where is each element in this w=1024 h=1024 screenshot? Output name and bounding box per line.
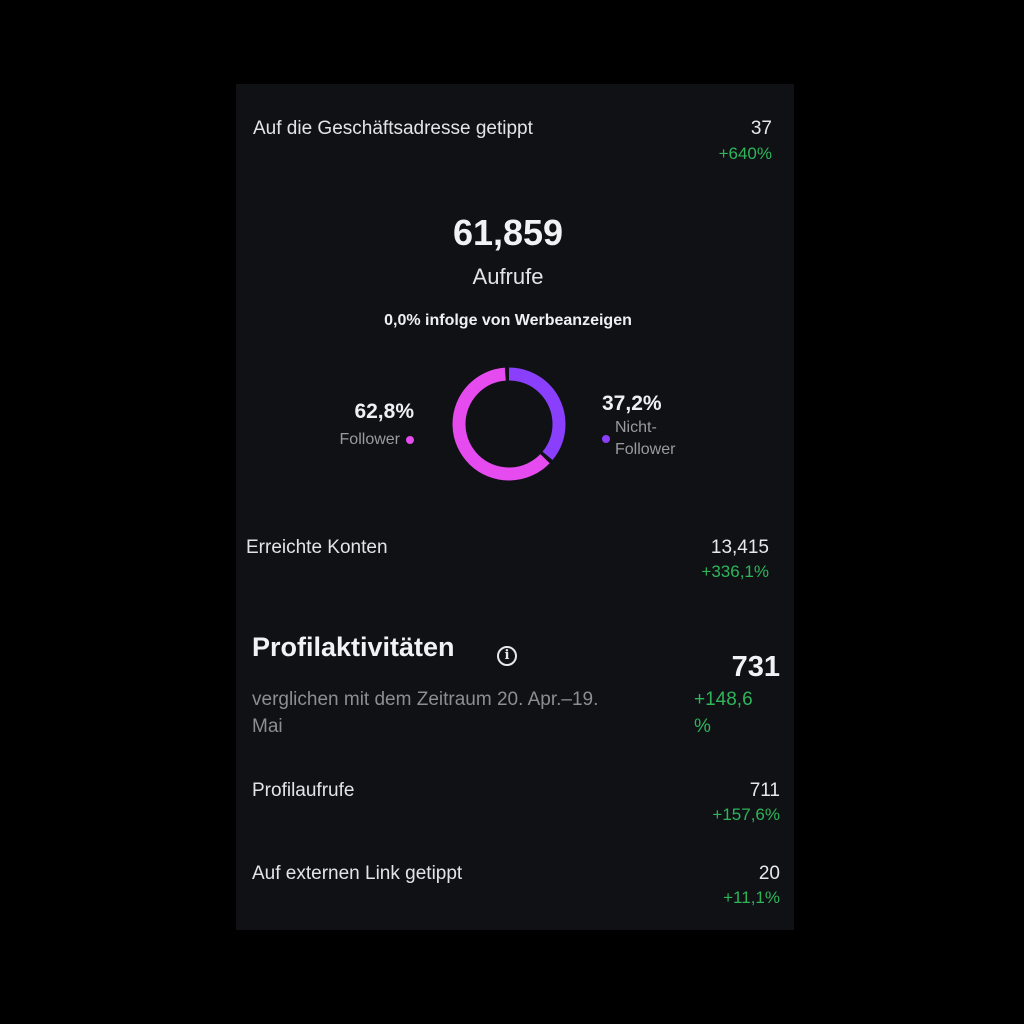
external-link-delta: +11,1% — [723, 888, 780, 907]
profile-activity-subtitle: verglichen mit dem Zeitraum 20. Apr.–19.… — [252, 686, 672, 740]
non-followers-label-line2: Follower — [615, 441, 676, 458]
views-total: 61,859 — [452, 212, 564, 253]
external-link-value: 20 — [758, 863, 780, 884]
profile-activity-title: Profilaktivitäten — [252, 632, 455, 662]
profile-activity-total: 731 — [731, 651, 780, 683]
external-link-label: Auf externen Link getippt — [252, 863, 463, 884]
accounts-reached-label: Erreichte Konten — [246, 537, 388, 558]
followers-segment — [452, 367, 566, 481]
followers-legend-dot — [406, 436, 414, 444]
profile-views-label: Profilaufrufe — [252, 780, 355, 801]
views-caption: Aufrufe — [472, 264, 544, 289]
delta-line2: % — [694, 716, 711, 737]
profile-views-value: 711 — [749, 780, 780, 801]
insights-panel: Auf die Geschäftsadresse getippt 37 +640… — [236, 84, 794, 930]
subtitle-line1: verglichen mit dem Zeitraum 20. Apr.–19. — [252, 689, 599, 710]
non-followers-legend: Nicht- Follower — [602, 417, 675, 461]
business-address-delta: +640% — [718, 144, 772, 163]
info-icon[interactable]: i — [497, 646, 517, 666]
ads-note: 0,0% infolge von Werbeanzeigen — [384, 312, 632, 329]
non-followers-percentage: 37,2% — [602, 392, 662, 415]
non-followers-segment — [452, 367, 566, 481]
subtitle-line2: Mai — [252, 716, 283, 737]
accounts-reached-value: 13,415 — [710, 537, 769, 558]
business-address-label: Auf die Geschäftsadresse getippt — [253, 118, 533, 139]
followers-percentage: 62,8% — [354, 400, 414, 423]
followers-donut-chart — [452, 367, 566, 481]
profile-views-delta: +157,6% — [712, 805, 780, 824]
followers-legend: Follower — [340, 429, 414, 451]
profile-activity-delta: +148,6 % — [694, 686, 753, 740]
accounts-reached-delta: +336,1% — [701, 562, 769, 581]
followers-legend-label: Follower — [339, 431, 400, 448]
business-address-value: 37 — [750, 118, 772, 139]
non-followers-label-line1: Nicht- — [615, 419, 657, 436]
delta-line1: +148,6 — [694, 689, 753, 710]
non-followers-legend-dot — [602, 435, 610, 443]
